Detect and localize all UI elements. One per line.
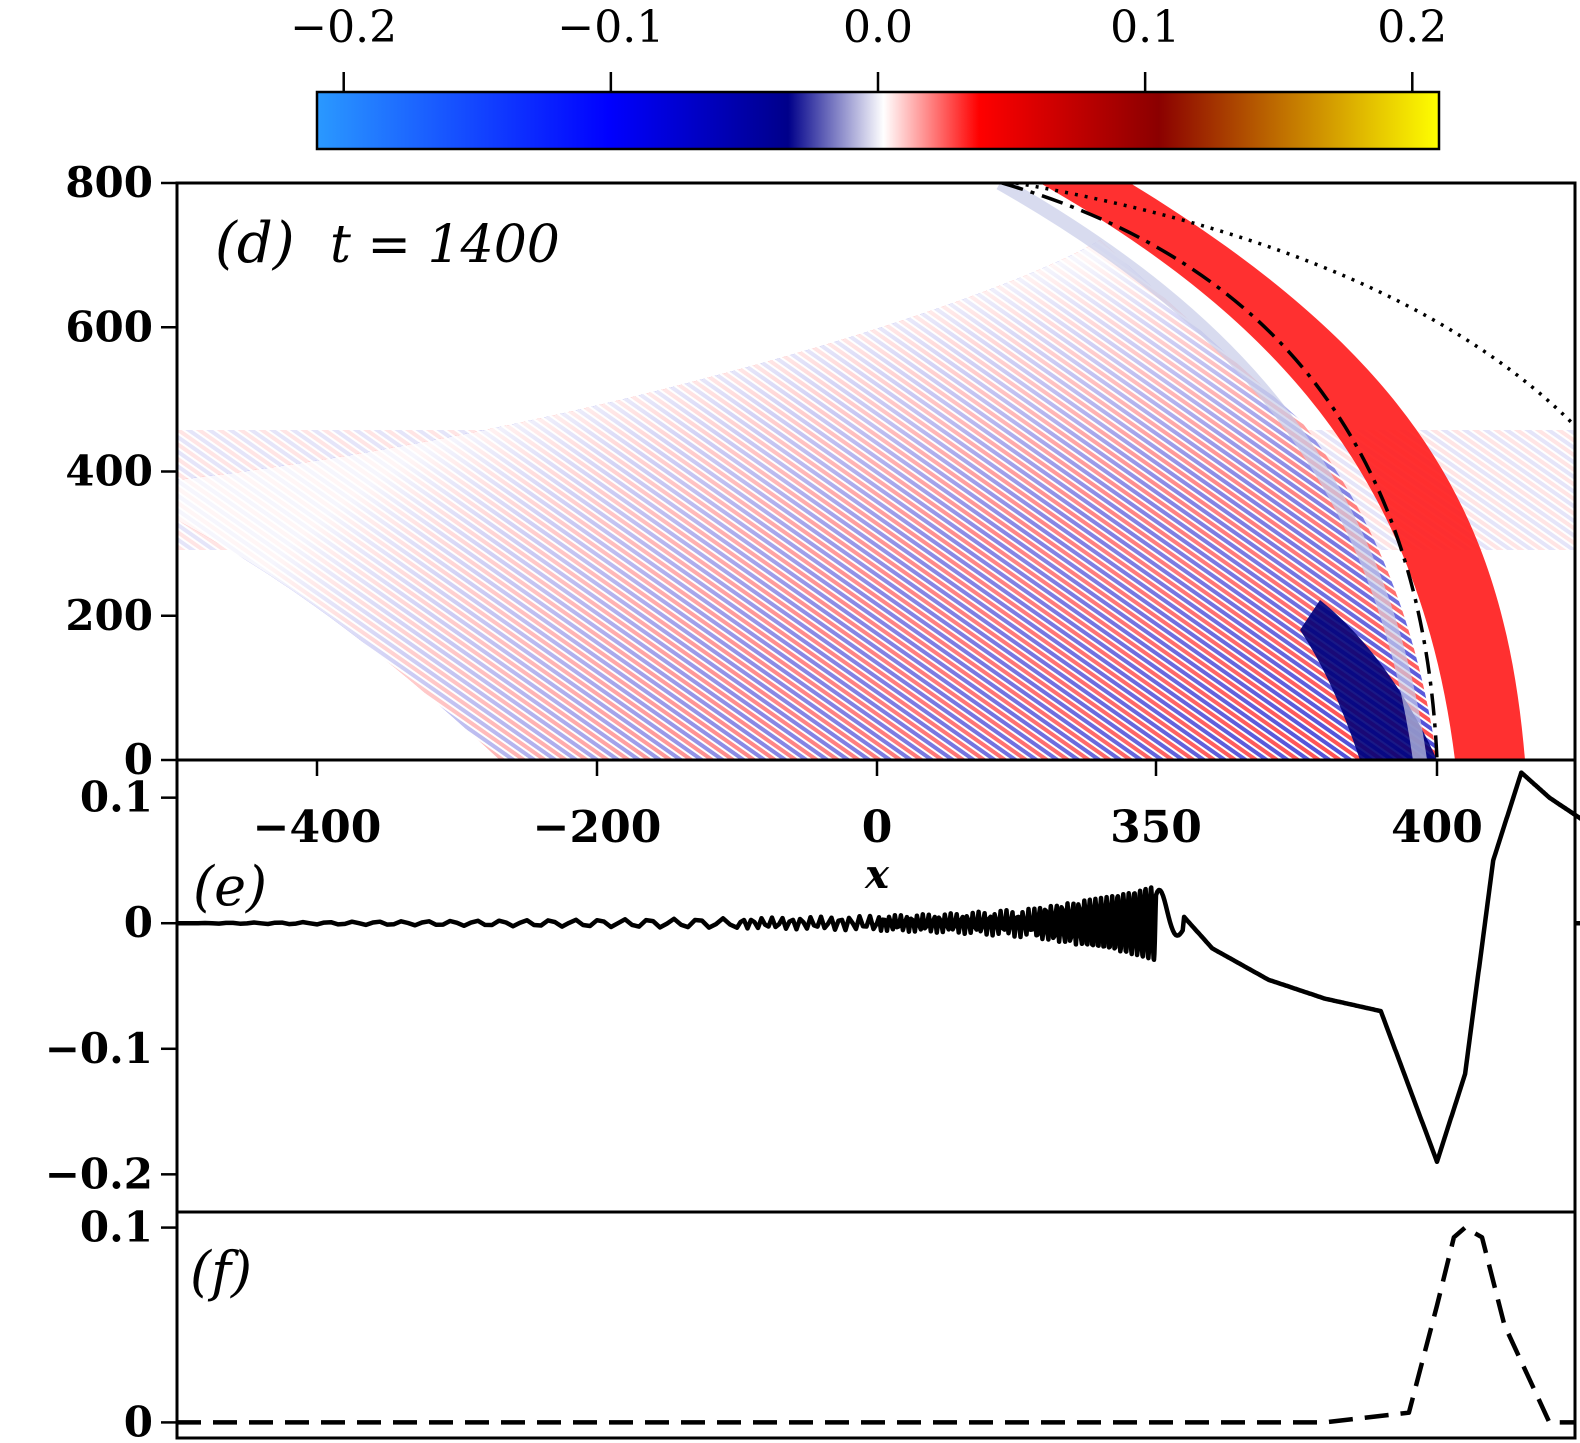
d-ytick-label: 600 — [65, 302, 153, 351]
colorbar-bar — [315, 90, 1441, 151]
dash-dot-front — [1001, 183, 1439, 760]
time-label: t = 1400 — [330, 215, 560, 275]
colorbar-tick-label: 0.1 — [1110, 2, 1180, 53]
colorbar-tick-label: 0.2 — [1377, 2, 1447, 53]
panel-e: 0.1 0 −0.1 −0.2 (e) — [45, 758, 1580, 1214]
d-xtick-label: 0 — [862, 802, 893, 853]
f-ytick-label: 0.1 — [80, 1203, 153, 1252]
panel-d-label: (d) — [215, 211, 295, 276]
panel-f-frame — [175, 1210, 1577, 1440]
f-ytick-label: 0 — [124, 1397, 153, 1443]
colorbar: −0.2 −0.1 0.0 0.1 0.2 — [290, 2, 1447, 151]
panel-f-yticks: 0.10 — [80, 1203, 177, 1443]
colorbar-tick-label: 0.0 — [843, 2, 913, 53]
panel-d: 0 200 400 600 800 −400 −200 0 350 400 x (d) t = … — [65, 158, 1577, 898]
series-f-line — [177, 1225, 1575, 1425]
wave-wedge-fade — [177, 240, 1437, 760]
panel-e-label: (e) — [193, 855, 267, 918]
d-ytick-label: 400 — [65, 447, 153, 496]
e-ytick-label: −0.1 — [45, 1024, 153, 1073]
trough-region — [1300, 600, 1437, 760]
dotted-front — [1015, 183, 1575, 429]
series-e-line — [177, 770, 1580, 1165]
x-axis-label: x — [864, 851, 890, 898]
d-xtick-label: −400 — [253, 802, 382, 853]
panel-d-xticks: −400 −200 0 350 400 — [253, 760, 1483, 853]
colorbar-ticks: −0.2 −0.1 0.0 0.1 0.2 — [290, 2, 1447, 92]
heatmap-field — [177, 183, 1575, 760]
d-ytick-label: 0 — [124, 735, 153, 784]
d-ytick-label: 800 — [65, 158, 153, 207]
pale-blue-band — [996, 183, 1427, 760]
colorbar-tick-label: −0.1 — [557, 2, 664, 53]
colorbar-tick-label: −0.2 — [290, 2, 397, 53]
e-ytick-label: −0.2 — [45, 1149, 153, 1198]
e-ytick-label: 0.1 — [80, 773, 153, 822]
d-xtick-label: −200 — [533, 802, 662, 853]
crest-band — [1040, 183, 1525, 760]
d-xtick-label: 400 — [1391, 802, 1483, 853]
panel-f: 0.10 (f) — [80, 1203, 1577, 1443]
panel-e-yticks: 0.1 0 −0.1 −0.2 — [45, 773, 177, 1198]
d-ytick-label: 200 — [65, 591, 153, 640]
panel-d-yticks: 0 200 400 600 800 — [65, 158, 177, 784]
d-xtick-label: 350 — [1110, 802, 1202, 853]
panel-f-label: (f) — [190, 1240, 252, 1303]
e-ytick-label: 0 — [124, 898, 153, 947]
